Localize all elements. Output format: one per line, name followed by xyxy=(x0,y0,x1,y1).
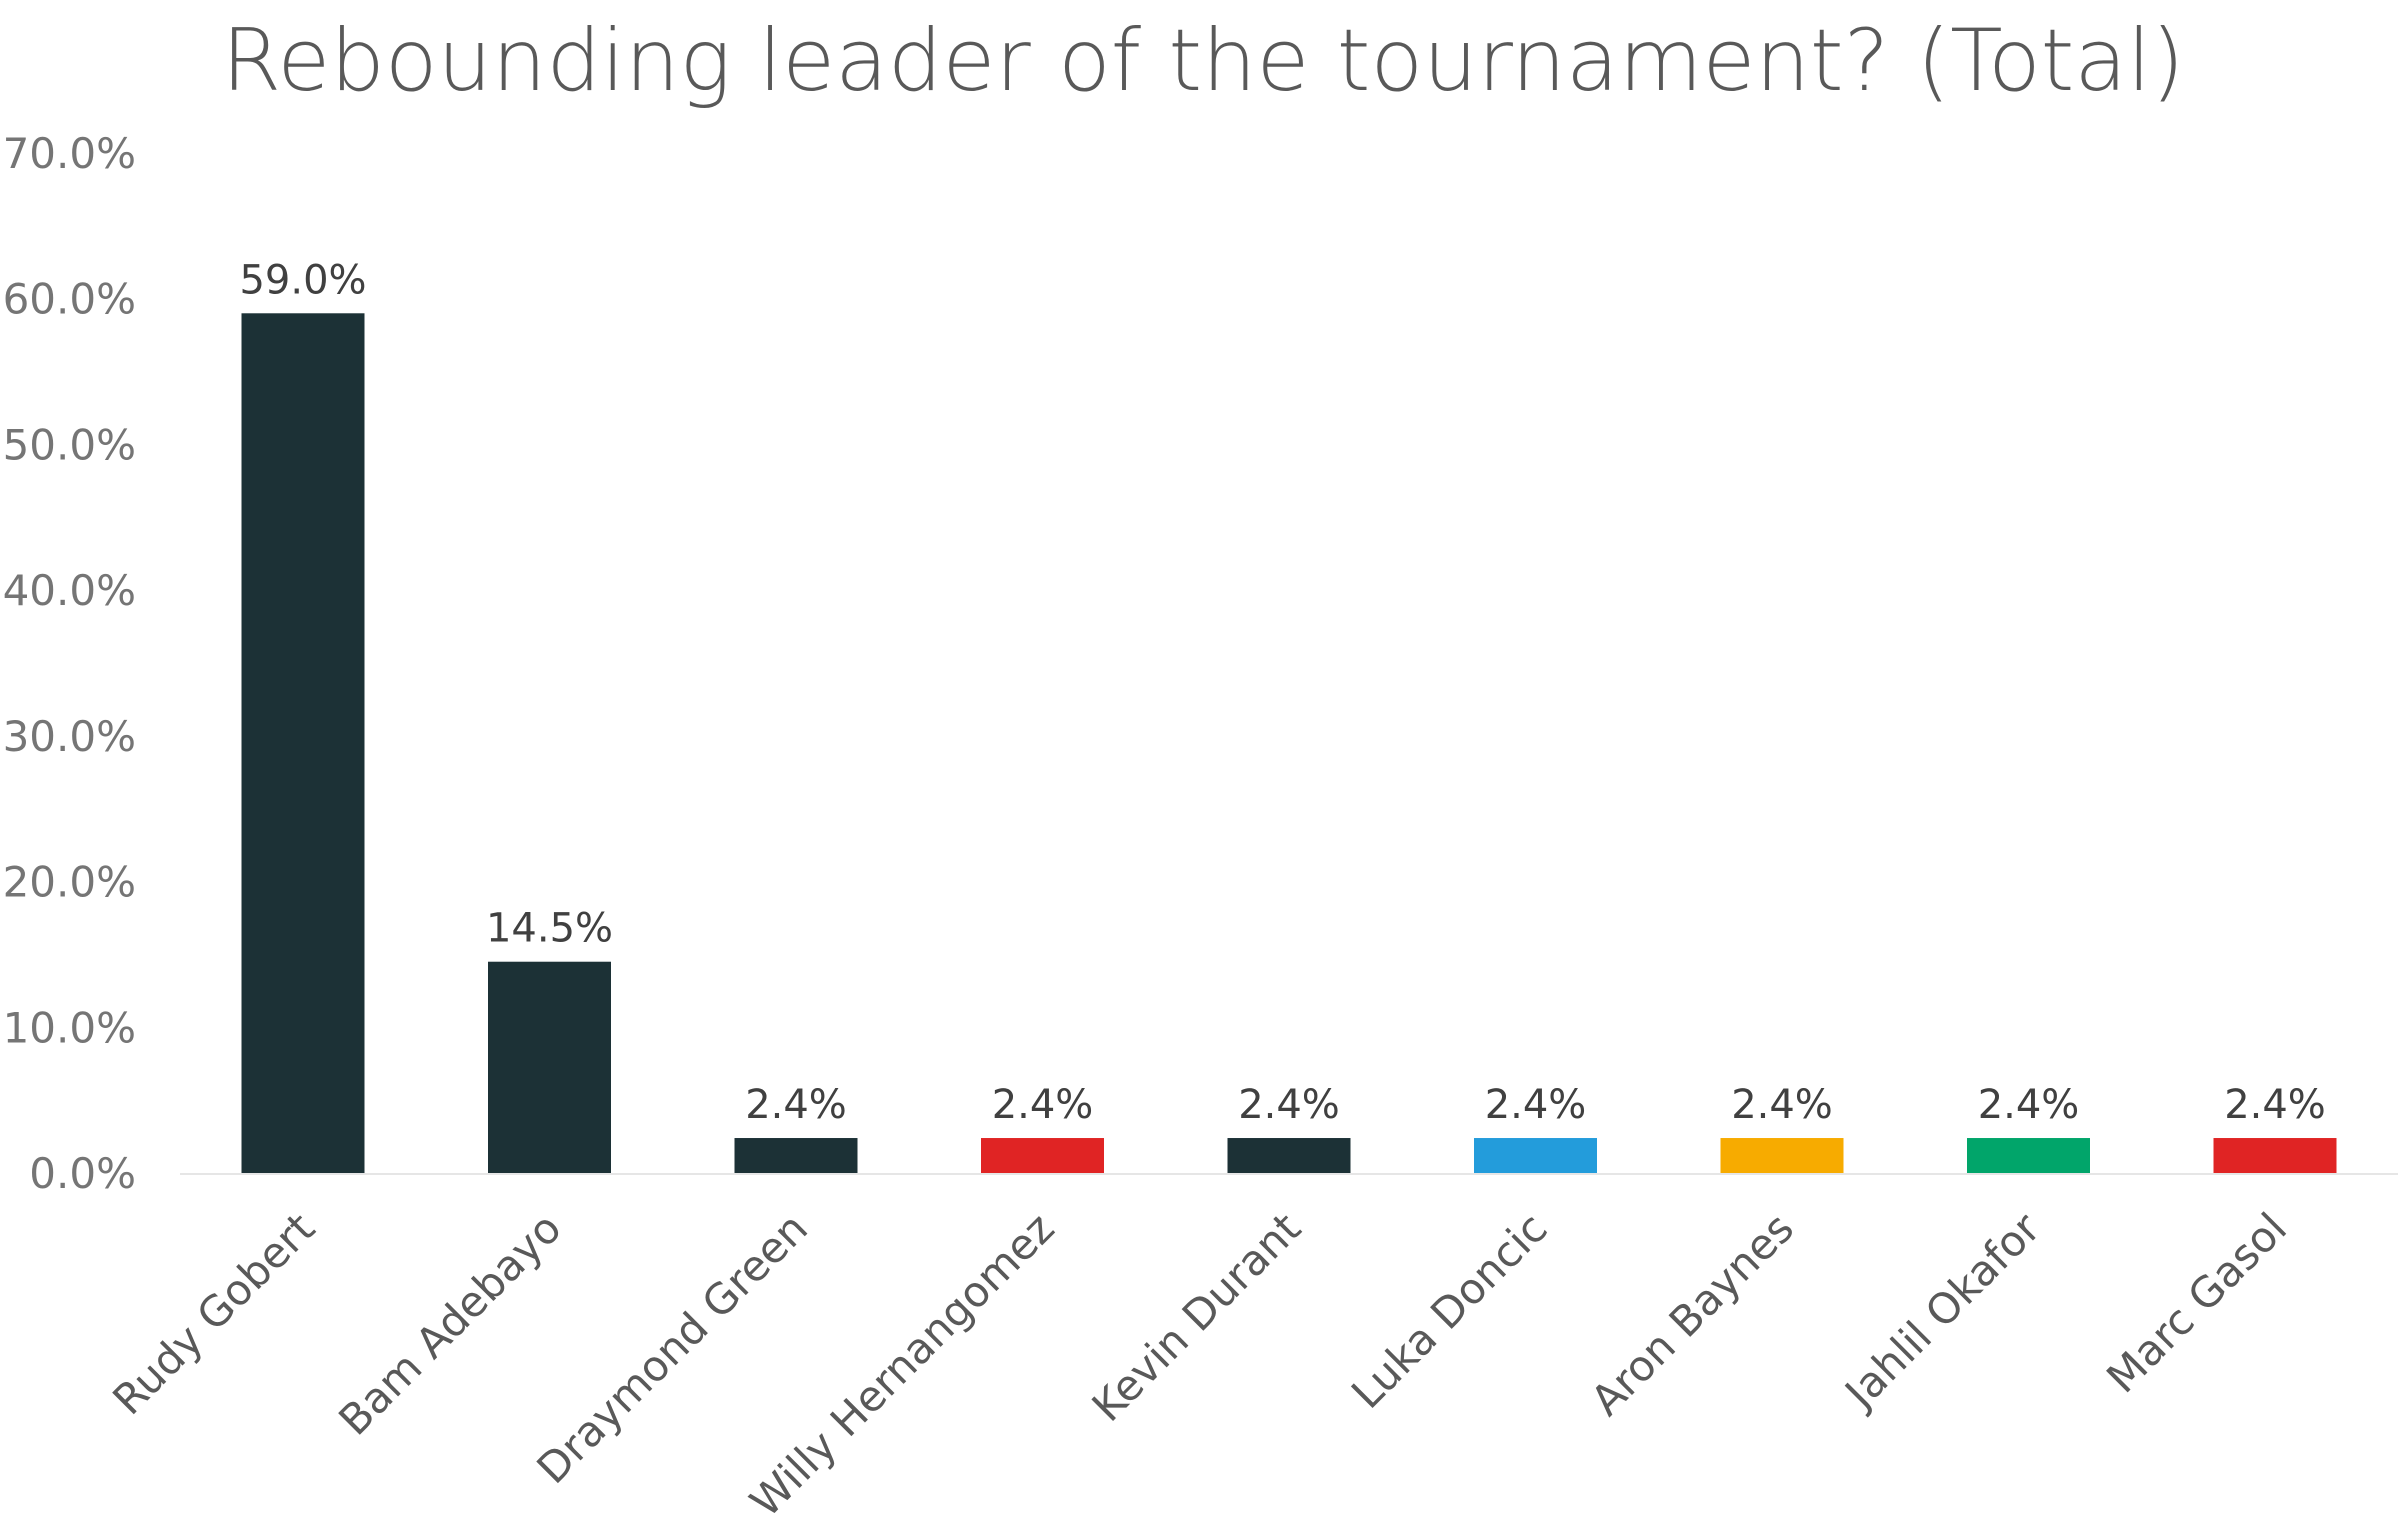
data-label: 2.4% xyxy=(992,1082,1094,1128)
data-label: 2.4% xyxy=(1978,1082,2080,1128)
x-tick-label: Aron Baynes xyxy=(1581,1203,1803,1425)
y-tick-label: 60.0% xyxy=(3,275,136,324)
data-label: 2.4% xyxy=(1238,1082,1340,1128)
x-tick-label: Rudy Gobert xyxy=(103,1203,324,1424)
y-tick-label: 30.0% xyxy=(3,712,136,761)
x-tick-label: Bam Adebayo xyxy=(329,1203,570,1444)
data-label: 2.4% xyxy=(1485,1082,1587,1128)
data-label: 14.5% xyxy=(486,906,613,952)
x-tick-label: Marc Gasol xyxy=(2097,1203,2296,1402)
bar xyxy=(1474,1138,1597,1173)
bar xyxy=(488,961,611,1173)
bar xyxy=(734,1138,858,1173)
x-tick-label: Luka Doncic xyxy=(1342,1203,1557,1418)
x-tick-label: Kevin Durant xyxy=(1082,1203,1310,1431)
bars-group: 59.0% 14.5% 2.4% 2.4% 2.4% 2.4% 2.4% 2.4% 2.4% xyxy=(239,257,2337,1173)
bar xyxy=(1720,1138,1844,1173)
bar xyxy=(1967,1138,2090,1173)
y-tick-label: 10.0% xyxy=(3,1003,136,1052)
data-label: 2.4% xyxy=(1731,1082,1833,1128)
y-tick-label: 40.0% xyxy=(3,566,136,615)
y-tick-label: 20.0% xyxy=(3,858,136,907)
y-tick-label: 70.0% xyxy=(3,129,136,178)
bar xyxy=(1227,1138,1351,1173)
bar xyxy=(981,1138,1104,1173)
data-label: 2.4% xyxy=(745,1082,847,1128)
data-label: 2.4% xyxy=(2224,1082,2326,1128)
data-label: 59.0% xyxy=(239,257,366,303)
y-tick-label: 50.0% xyxy=(3,420,136,469)
x-tick-label: Draymond Green xyxy=(527,1203,817,1493)
bar xyxy=(241,313,365,1173)
y-tick-label: 0.0% xyxy=(29,1149,136,1198)
x-tick-label: Jahlil Okafor xyxy=(1834,1203,2050,1419)
chart-title: Rebounding leader of the tournament? (To… xyxy=(221,11,2184,111)
bar xyxy=(2213,1138,2337,1173)
y-axis: 0.0% 10.0% 20.0% 30.0% 40.0% 50.0% 60.0% 70.0% xyxy=(3,129,136,1198)
